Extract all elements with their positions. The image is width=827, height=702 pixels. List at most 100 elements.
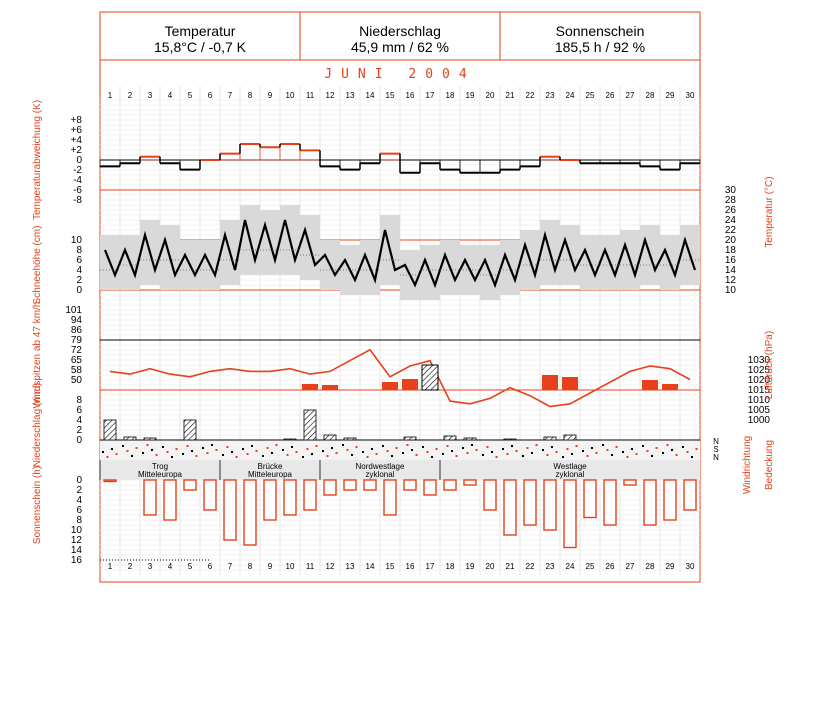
regime-label: Nordwestlage <box>356 462 405 471</box>
wc-dot <box>131 455 133 457</box>
day-label: 18 <box>446 91 455 100</box>
regime-label: Westlage <box>553 462 587 471</box>
precip-bar <box>403 436 417 441</box>
day-label: 4 <box>168 91 173 100</box>
wc-dot <box>166 451 169 453</box>
wc-dot <box>355 446 358 448</box>
wc-dot <box>122 445 124 447</box>
sun-bar <box>263 479 277 521</box>
wc-dot <box>275 444 278 446</box>
wc-dot <box>611 454 613 456</box>
day-labels-top: 1 2 3 4 5 6 7 8 9 10 11 12 13 14 15 16 17 18 19 20 21 22 23 24 2… <box>108 91 695 100</box>
y-tick-right: 1030 <box>748 355 771 366</box>
day-label: 17 <box>426 91 435 100</box>
day-label: 6 <box>208 562 213 571</box>
wc-dot <box>102 451 104 453</box>
y-tick-left: -4 <box>73 175 82 186</box>
y-tick-left: 0 <box>76 155 82 166</box>
precip-bar <box>283 438 297 441</box>
wc-dot <box>302 456 304 458</box>
regime-band <box>100 460 700 480</box>
day-label: 12 <box>326 562 335 571</box>
day-label: 5 <box>188 91 193 100</box>
wc-dot <box>446 445 449 447</box>
wind-dir-tick: N <box>713 437 719 446</box>
y-tick-left: 10 <box>71 235 83 246</box>
wc-dot <box>691 456 693 458</box>
wc-dot <box>255 450 258 452</box>
day-label: 19 <box>466 562 475 571</box>
wc-dot <box>242 448 244 450</box>
wc-dot <box>202 447 204 449</box>
wc-dot <box>531 452 533 454</box>
regime-label: Mitteleuropa <box>138 470 183 479</box>
day-label: 15 <box>386 91 395 100</box>
wc-dot <box>306 448 309 450</box>
sun-bar <box>663 479 677 521</box>
y-tick-left: 72 <box>71 345 83 356</box>
wc-dot <box>455 455 458 457</box>
day-label: 7 <box>228 91 233 100</box>
wc-dot <box>271 452 273 454</box>
day-label: 16 <box>406 91 415 100</box>
y-tick-left: 6 <box>76 505 82 516</box>
wc-dot <box>651 455 653 457</box>
wc-dot <box>626 456 629 458</box>
day-label: 26 <box>606 91 615 100</box>
ylabel-anomaly: Temperaturabweichung (K) <box>32 100 43 220</box>
sun-bar <box>483 479 497 511</box>
y-tick-left: 14 <box>71 545 83 556</box>
day-label: 6 <box>208 91 213 100</box>
y-tick-right: 26 <box>725 205 737 216</box>
y-tick-left: 2 <box>76 485 82 496</box>
day-label: 9 <box>268 91 273 100</box>
regime-label: Trog <box>152 462 168 471</box>
sun-value: 185,5 h / 92 % <box>555 39 645 55</box>
precip-bar <box>123 436 137 441</box>
wc-dot <box>475 449 478 451</box>
sun-bar <box>503 479 517 536</box>
day-label: 29 <box>666 91 675 100</box>
temp-anomaly-plot <box>99 143 701 174</box>
wc-dot <box>542 449 544 451</box>
wc-dot <box>522 455 524 457</box>
y-tick-left: 101 <box>65 305 82 316</box>
wind-bar <box>662 384 678 390</box>
sun-bar <box>443 479 457 491</box>
y-tick-right: 1015 <box>748 385 771 396</box>
day-label: 1 <box>108 91 113 100</box>
wc-dot <box>471 444 473 446</box>
sun-bar <box>323 479 337 496</box>
sunshine-plot <box>100 479 697 561</box>
y-tick-right: 30 <box>725 185 737 196</box>
day-label: 24 <box>566 91 575 100</box>
precip-bar <box>443 435 457 441</box>
y-tick-left: 4 <box>76 265 82 276</box>
wc-background <box>100 441 700 460</box>
wc-dot <box>191 450 193 452</box>
wc-dot <box>595 452 598 454</box>
wc-dot <box>235 456 238 458</box>
header: Temperatur 15,8°C / -0,7 K Niederschlag … <box>100 12 700 61</box>
sun-bar <box>523 479 537 526</box>
sun-bar <box>563 479 577 549</box>
sun-bar <box>463 479 477 486</box>
wc-dot <box>435 448 438 450</box>
wc-dot <box>162 446 164 448</box>
wc-dot <box>562 456 564 458</box>
wc-dot <box>575 445 578 447</box>
day-label: 28 <box>646 562 655 571</box>
y-tick-left: 10 <box>71 525 83 536</box>
y-tick-right: 22 <box>725 225 737 236</box>
wc-dot <box>391 455 393 457</box>
wc-dot <box>135 447 138 449</box>
temp-value: 15,8°C / -0,7 K <box>154 39 247 55</box>
wc-dot <box>362 451 364 453</box>
day-label: 9 <box>268 562 273 571</box>
day-label: 3 <box>148 91 153 100</box>
y-tick-left: 6 <box>76 255 82 266</box>
day-label: 21 <box>506 91 515 100</box>
y-tick-right: 16 <box>725 255 737 266</box>
wind-bar <box>402 379 418 390</box>
precip-bar <box>143 437 157 441</box>
